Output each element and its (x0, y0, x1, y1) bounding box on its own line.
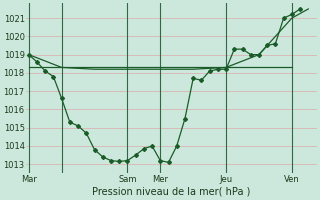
X-axis label: Pression niveau de la mer( hPa ): Pression niveau de la mer( hPa ) (92, 187, 251, 197)
